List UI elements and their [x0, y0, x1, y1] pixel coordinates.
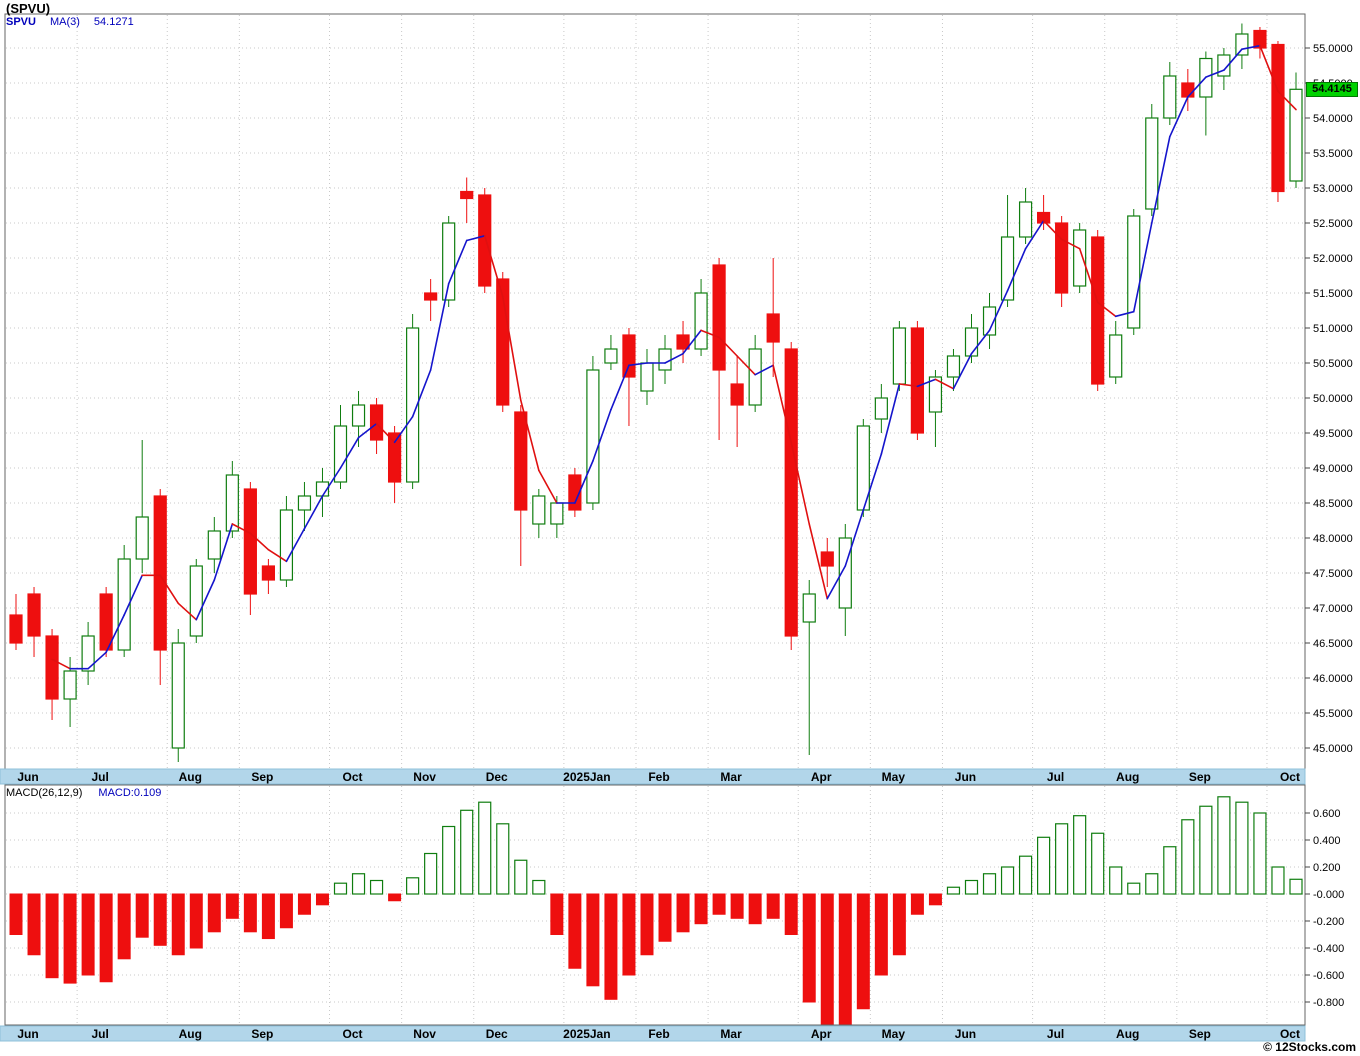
svg-text:55.0000: 55.0000	[1313, 43, 1353, 55]
svg-text:54.0000: 54.0000	[1313, 113, 1353, 125]
svg-text:Dec: Dec	[486, 1027, 508, 1041]
watermark: © 12Stocks.com	[1263, 1040, 1356, 1054]
svg-text:53.5000: 53.5000	[1313, 148, 1353, 160]
symbol-label: SPVU	[6, 16, 36, 28]
svg-text:0.600: 0.600	[1313, 808, 1341, 820]
svg-text:Oct: Oct	[342, 1027, 362, 1041]
macd-legend: MACD(26,12,9) MACD:0.109	[6, 787, 161, 799]
ma-value: 54.1271	[93, 16, 134, 28]
svg-text:51.5000: 51.5000	[1313, 288, 1353, 300]
svg-text:Apr: Apr	[811, 770, 832, 784]
last-price-tag: 54.4145	[1306, 82, 1358, 97]
svg-text:Feb: Feb	[648, 770, 669, 784]
svg-text:Aug: Aug	[179, 1027, 202, 1041]
svg-text:Jul: Jul	[1047, 1027, 1064, 1041]
svg-text:53.0000: 53.0000	[1313, 183, 1353, 195]
svg-text:Oct: Oct	[342, 770, 362, 784]
svg-text:Jul: Jul	[91, 1027, 108, 1041]
svg-text:47.5000: 47.5000	[1313, 568, 1353, 580]
macd-value: MACD:0.109	[98, 787, 162, 799]
svg-text:52.0000: 52.0000	[1313, 253, 1353, 265]
svg-text:Jun: Jun	[17, 1027, 38, 1041]
svg-text:Jun: Jun	[955, 770, 976, 784]
svg-text:0.400: 0.400	[1313, 835, 1341, 847]
svg-text:50.0000: 50.0000	[1313, 393, 1353, 405]
svg-text:Mar: Mar	[720, 770, 742, 784]
candles-layer	[9, 23, 1303, 762]
svg-text:46.5000: 46.5000	[1313, 638, 1353, 650]
svg-text:May: May	[882, 1027, 906, 1041]
page-title: (SPVU)	[6, 1, 51, 16]
svg-text:49.0000: 49.0000	[1313, 463, 1353, 475]
svg-text:45.0000: 45.0000	[1313, 743, 1353, 755]
svg-text:Aug: Aug	[179, 770, 202, 784]
svg-text:-0.400: -0.400	[1313, 943, 1344, 955]
axis-labels: 45.0000 45.5000 46.0000 46.5000 47.0000 47.50…	[1305, 43, 1353, 1009]
svg-text:48.0000: 48.0000	[1313, 533, 1353, 545]
svg-text:52.5000: 52.5000	[1313, 218, 1353, 230]
svg-text:49.5000: 49.5000	[1313, 428, 1353, 440]
macd-bars-layer	[9, 796, 1303, 1025]
gridlines	[4, 13, 1306, 1026]
svg-text:Jul: Jul	[1047, 770, 1064, 784]
svg-text:Jun: Jun	[955, 1027, 976, 1041]
svg-text:50.5000: 50.5000	[1313, 358, 1353, 370]
ma-line-layer	[51, 44, 1297, 670]
svg-text:Sep: Sep	[251, 1027, 273, 1041]
svg-text:Dec: Dec	[486, 770, 508, 784]
svg-text:Jun: Jun	[17, 770, 38, 784]
svg-text:46.0000: 46.0000	[1313, 673, 1353, 685]
svg-text:0.200: 0.200	[1313, 862, 1341, 874]
ma-label: MA(3)	[49, 16, 80, 28]
svg-text:Sep: Sep	[251, 770, 273, 784]
svg-text:May: May	[882, 770, 906, 784]
svg-text:Sep: Sep	[1189, 770, 1211, 784]
svg-text:Nov: Nov	[413, 770, 436, 784]
svg-text:Oct: Oct	[1280, 770, 1300, 784]
month-bands: Jun Jun Jul Jul Aug Aug Sep Sep Oct Oct Nov Nov Dec D…	[0, 768, 1306, 1042]
svg-text:-0.600: -0.600	[1313, 970, 1344, 982]
svg-text:-0.000: -0.000	[1313, 889, 1344, 901]
svg-text:Aug: Aug	[1116, 770, 1139, 784]
svg-text:Nov: Nov	[413, 1027, 436, 1041]
svg-text:48.5000: 48.5000	[1313, 498, 1353, 510]
svg-text:Apr: Apr	[811, 1027, 832, 1041]
svg-text:Feb: Feb	[648, 1027, 669, 1041]
svg-text:Aug: Aug	[1116, 1027, 1139, 1041]
svg-text:51.0000: 51.0000	[1313, 323, 1353, 335]
svg-text:-0.800: -0.800	[1313, 997, 1344, 1009]
svg-text:2025Jan: 2025Jan	[563, 770, 610, 784]
svg-text:-0.200: -0.200	[1313, 916, 1344, 928]
svg-text:Mar: Mar	[720, 1027, 742, 1041]
svg-text:45.5000: 45.5000	[1313, 708, 1353, 720]
svg-text:47.0000: 47.0000	[1313, 603, 1353, 615]
svg-text:Sep: Sep	[1189, 1027, 1211, 1041]
svg-text:2025Jan: 2025Jan	[563, 1027, 610, 1041]
svg-text:Oct: Oct	[1280, 1027, 1300, 1041]
price-legend: SPVU MA(3) 54.1271	[6, 16, 134, 28]
macd-label: MACD(26,12,9)	[6, 787, 83, 799]
svg-text:Jul: Jul	[91, 770, 108, 784]
